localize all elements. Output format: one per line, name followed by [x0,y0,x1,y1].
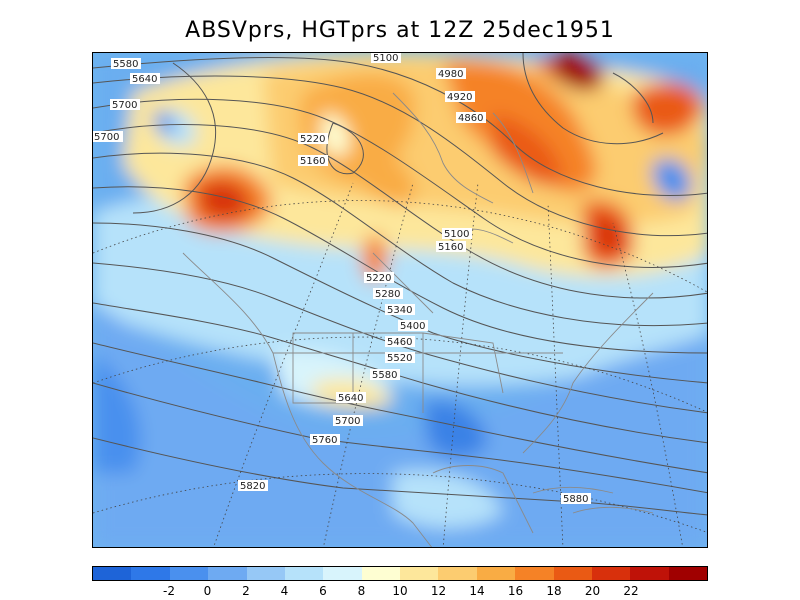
colorbar-segment [630,567,669,580]
contour-label: 5160 [436,241,466,253]
colorbar-label: 6 [319,584,327,598]
map-title: ABSVprs, HGTprs at 12Z 25dec1951 [185,18,615,43]
svg-text:5820: 5820 [240,481,265,492]
colorbar-segment [668,567,707,580]
colorbar-segment [438,567,477,580]
colorbar-labels: -2 0 2 4 6 8 10 12 14 16 18 20 22 [92,584,708,598]
contour-label: 5460 [385,336,415,348]
colorbar-segment [591,567,631,580]
svg-text:4920: 4920 [447,92,472,103]
colorbar-segment [208,567,247,580]
colorbar-label: 4 [280,584,289,598]
svg-text:5700: 5700 [335,416,360,427]
svg-text:5640: 5640 [132,74,157,85]
contour-label: 4980 [436,68,466,80]
contour-label: 5580 [111,58,141,70]
colorbar-segment [361,567,400,580]
svg-text:5100: 5100 [444,229,469,240]
svg-text:5160: 5160 [300,156,325,167]
contour-labels: 5580 5640 5700 5700 5100 4980 4920 4860 … [93,53,591,505]
svg-text:5100: 5100 [373,53,398,64]
contour-label: 4920 [445,91,475,103]
contour-label: 5820 [238,480,268,492]
svg-text:5400: 5400 [400,321,425,332]
contour-label: 5580 [370,369,400,381]
height-contours [93,53,707,516]
contour-label: 5880 [561,493,591,505]
svg-text:5700: 5700 [94,132,119,143]
svg-text:4980: 4980 [438,69,463,80]
svg-text:5220: 5220 [366,273,391,284]
contour-label: 5700 [93,131,123,143]
colorbar-segment [93,567,132,580]
contour-label: 5280 [373,288,403,300]
contour-label: 5640 [336,392,366,404]
colorbar-label: 18 [546,584,562,598]
contour-label: 5700 [333,415,363,427]
svg-text:5160: 5160 [438,242,463,253]
contour-label: 5340 [385,304,415,316]
weather-map: 5580 5640 5700 5700 5100 4980 4920 4860 … [92,52,708,548]
colorbar-label: 10 [392,584,408,598]
colorbar-segment [246,567,285,580]
colorbar-segment [476,567,516,580]
colorbar-segment [515,567,554,580]
colorbar-segment [284,567,324,580]
colorbar-segment [553,567,592,580]
colorbar-segment [131,567,170,580]
svg-text:5640: 5640 [338,393,363,404]
contour-label: 5400 [398,320,428,332]
colorbar [92,566,708,581]
contour-label: 5220 [298,133,328,145]
contour-label: 5760 [310,434,340,446]
contour-label: 4860 [456,112,486,124]
contour-label: 5220 [364,272,394,284]
colorbar-segment [400,567,439,580]
svg-text:5580: 5580 [113,59,138,70]
colorbar-label: 20 [584,584,601,598]
contour-label: 5640 [130,73,160,85]
contour-label: 5100 [371,53,401,64]
vorticity-field [93,53,707,547]
contour-label: 5700 [110,99,140,111]
svg-text:5220: 5220 [300,134,325,145]
svg-text:5580: 5580 [372,370,397,381]
contour-label: 5520 [385,352,415,364]
svg-text:5280: 5280 [375,289,400,300]
colorbar-label: 8 [357,584,366,598]
svg-text:5340: 5340 [387,305,412,316]
svg-text:5460: 5460 [387,337,412,348]
svg-text:5520: 5520 [387,353,412,364]
contour-label: 5160 [298,155,328,167]
colorbar-label: 0 [203,584,212,598]
svg-text:5700: 5700 [112,100,137,111]
colorbar-label: 16 [507,584,524,598]
colorbar-segment [169,567,209,580]
colorbar-segment [323,567,362,580]
colorbar-label: 2 [242,584,250,598]
colorbar-label: -2 [163,584,175,598]
colorbar-label: 22 [623,584,639,598]
contour-label: 5100 [442,228,472,240]
svg-text:5760: 5760 [312,435,337,446]
colorbar-label: 12 [430,584,447,598]
svg-text:4860: 4860 [458,113,483,124]
colorbar-label: 14 [469,584,485,598]
svg-text:5880: 5880 [563,494,588,505]
